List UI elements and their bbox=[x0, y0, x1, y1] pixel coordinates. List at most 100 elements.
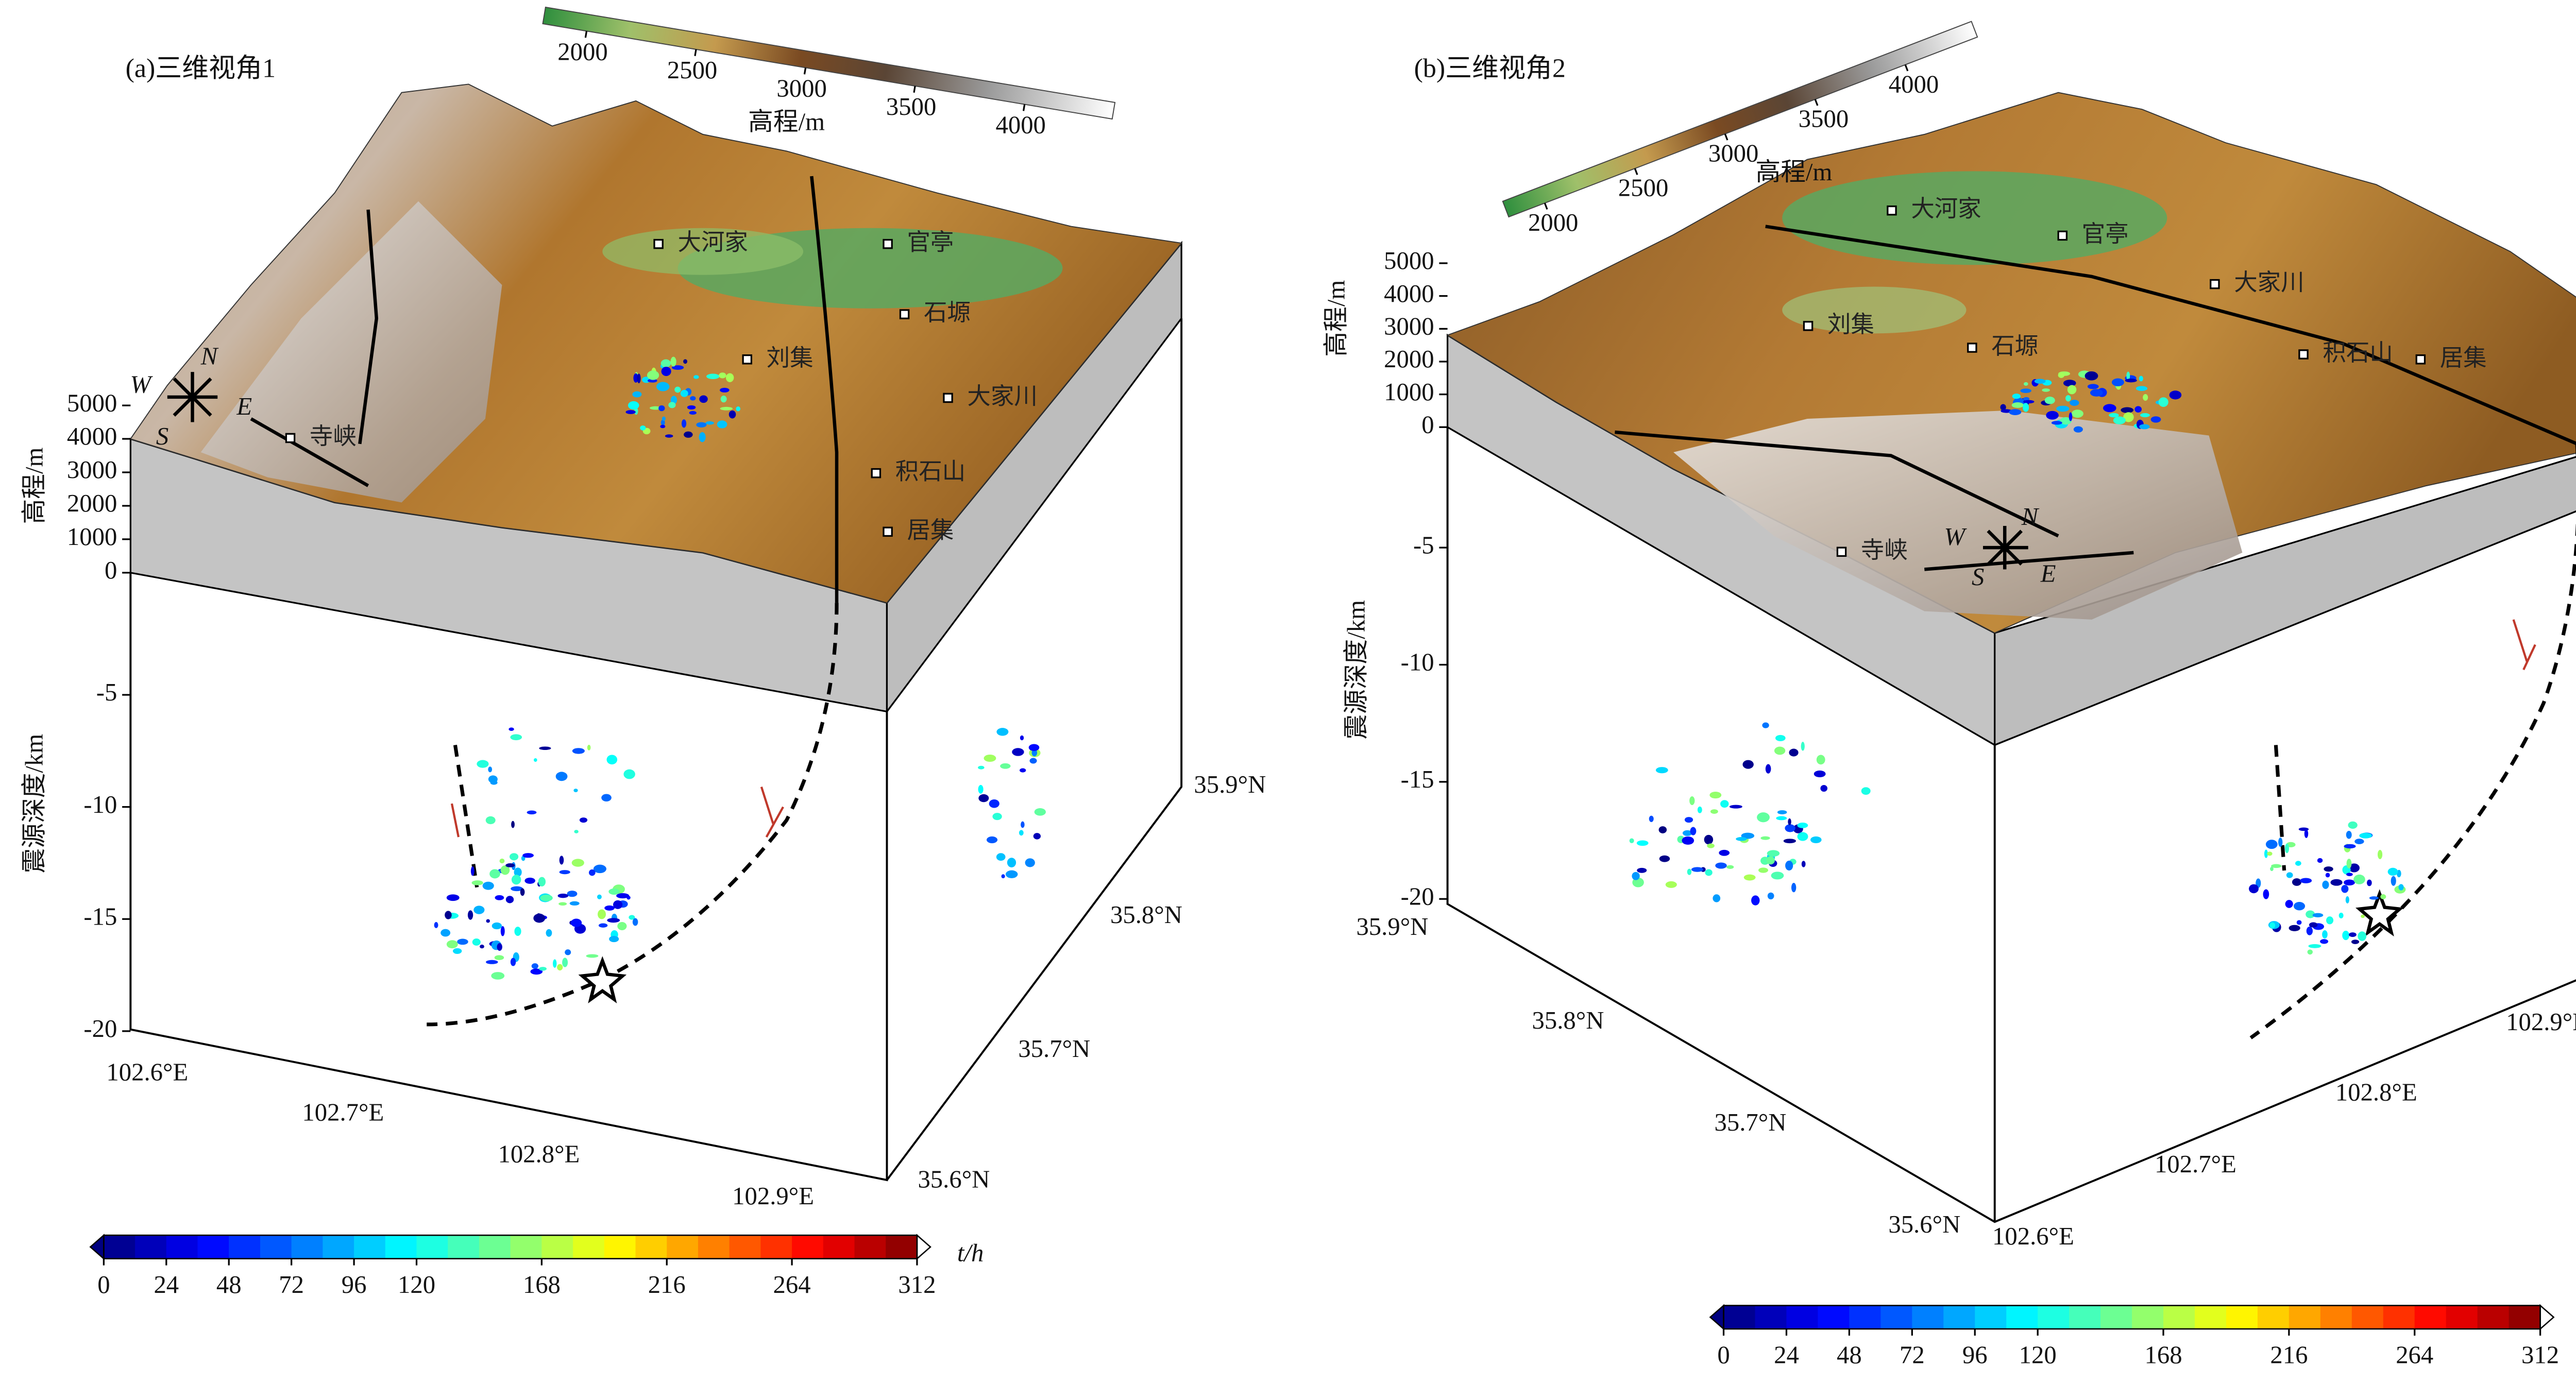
event-dot bbox=[586, 954, 599, 958]
event-dot bbox=[1741, 832, 1755, 839]
event-dot bbox=[2295, 861, 2301, 866]
event-dot bbox=[2139, 424, 2150, 430]
event-dot bbox=[728, 410, 736, 419]
event-dot bbox=[522, 853, 534, 858]
colorbar-cell bbox=[2351, 1305, 2384, 1329]
colorbar-fill bbox=[1502, 21, 1978, 218]
event-dot bbox=[633, 373, 639, 383]
event-dot bbox=[494, 955, 504, 960]
event-dot bbox=[2060, 417, 2072, 425]
event-dot bbox=[489, 869, 500, 879]
depth-tick-label: -5 bbox=[1413, 531, 1434, 559]
colorbar-end bbox=[916, 1234, 931, 1260]
block-b bbox=[1446, 92, 2576, 1223]
panel-title: (b)三维视角2 bbox=[1414, 54, 1566, 83]
colorbar-tick-label: 0 bbox=[97, 1271, 110, 1299]
colorbar-cell bbox=[354, 1235, 386, 1259]
latitude-label: 35.7°N bbox=[1715, 1108, 1787, 1136]
event-dot bbox=[674, 386, 681, 393]
colorbar-tick-label: 264 bbox=[773, 1271, 811, 1299]
event-dot bbox=[699, 432, 706, 442]
elevation-tick-label: 0 bbox=[105, 556, 117, 584]
event-dot bbox=[647, 379, 657, 383]
event-dot bbox=[1767, 892, 1774, 900]
event-dot bbox=[574, 830, 579, 833]
colorbar-cell bbox=[2038, 1305, 2070, 1329]
depth-tick-label: -20 bbox=[1401, 882, 1434, 910]
event-dot bbox=[1031, 749, 1038, 757]
event-dot bbox=[2265, 840, 2278, 849]
event-dot bbox=[623, 769, 635, 779]
event-dot bbox=[606, 755, 618, 765]
place-marker bbox=[1887, 205, 1897, 216]
colorbar-cell bbox=[1849, 1305, 1882, 1329]
event-dot bbox=[1007, 858, 1016, 867]
colorbar-tick bbox=[1634, 168, 1638, 175]
event-dot bbox=[2349, 932, 2357, 937]
colorbar-tick-label: 2000 bbox=[557, 38, 607, 65]
colorbar-tick bbox=[1544, 202, 1548, 210]
elevation-colorbar bbox=[542, 6, 1116, 120]
event-dot bbox=[510, 958, 516, 966]
colorbar-cell bbox=[2320, 1305, 2352, 1329]
event-dot bbox=[579, 817, 588, 823]
event-dot bbox=[2084, 371, 2098, 381]
event-dot bbox=[2322, 930, 2328, 939]
event-dot bbox=[486, 919, 490, 923]
event-dot bbox=[546, 929, 552, 937]
event-dot bbox=[632, 391, 642, 398]
event-dot bbox=[616, 893, 630, 899]
place-marker bbox=[883, 238, 893, 249]
place-marker bbox=[653, 238, 664, 249]
event-dot bbox=[1649, 815, 1654, 822]
event-dot bbox=[2063, 380, 2076, 387]
event-dot bbox=[2126, 371, 2130, 381]
event-dot bbox=[540, 894, 553, 901]
event-dot bbox=[2285, 900, 2293, 908]
colorbar-cell bbox=[1723, 1305, 1756, 1329]
colorbar-cell bbox=[260, 1235, 292, 1259]
depth-axis-label: 震源深度/km bbox=[1343, 600, 1370, 740]
event-dot bbox=[656, 382, 670, 391]
event-dot bbox=[1742, 760, 1754, 769]
event-dot bbox=[2342, 930, 2350, 941]
place-name: 大家川 bbox=[2234, 269, 2304, 296]
place-name: 积石山 bbox=[2323, 339, 2393, 366]
colorbar-cell bbox=[2477, 1305, 2510, 1329]
elevation-tick-label: 0 bbox=[1421, 411, 1434, 438]
event-dot bbox=[1710, 809, 1718, 814]
event-dot bbox=[488, 766, 493, 773]
colorbar-cell bbox=[479, 1235, 511, 1259]
event-dot bbox=[2391, 876, 2396, 886]
event-dot bbox=[446, 894, 460, 901]
event-dot bbox=[2067, 385, 2077, 395]
event-dot bbox=[2051, 421, 2062, 425]
event-dot bbox=[527, 810, 537, 815]
colorbar-cell bbox=[1975, 1305, 2007, 1329]
event-dot bbox=[524, 877, 535, 884]
elevation-colorbar bbox=[1502, 21, 1978, 218]
event-dot bbox=[1028, 744, 1040, 752]
event-dot bbox=[2267, 851, 2273, 856]
colorbar-cell bbox=[886, 1235, 918, 1259]
colorbar-tick-label: 312 bbox=[2521, 1341, 2559, 1369]
colorbar-cell bbox=[760, 1235, 793, 1259]
place-marker bbox=[1836, 547, 1847, 557]
event-dot bbox=[509, 727, 514, 731]
event-dot bbox=[1760, 836, 1770, 840]
event-dot bbox=[2249, 884, 2259, 894]
compass-letter: N bbox=[200, 342, 219, 370]
colorbar-tick-label: 96 bbox=[342, 1271, 367, 1299]
event-dot bbox=[2324, 866, 2333, 872]
colorbar-cell bbox=[2194, 1305, 2227, 1329]
colorbar-tick-label: 168 bbox=[2144, 1341, 2182, 1369]
event-dot bbox=[497, 943, 502, 951]
event-dot bbox=[601, 794, 612, 801]
event-dot bbox=[984, 755, 996, 762]
event-dot bbox=[1814, 770, 1826, 778]
event-dot bbox=[604, 905, 615, 911]
event-dot bbox=[572, 748, 585, 754]
longitude-label: 102.9°E bbox=[732, 1182, 814, 1210]
longitude-label: 102.8°E bbox=[498, 1140, 580, 1168]
place-name: 官亭 bbox=[2082, 220, 2129, 247]
